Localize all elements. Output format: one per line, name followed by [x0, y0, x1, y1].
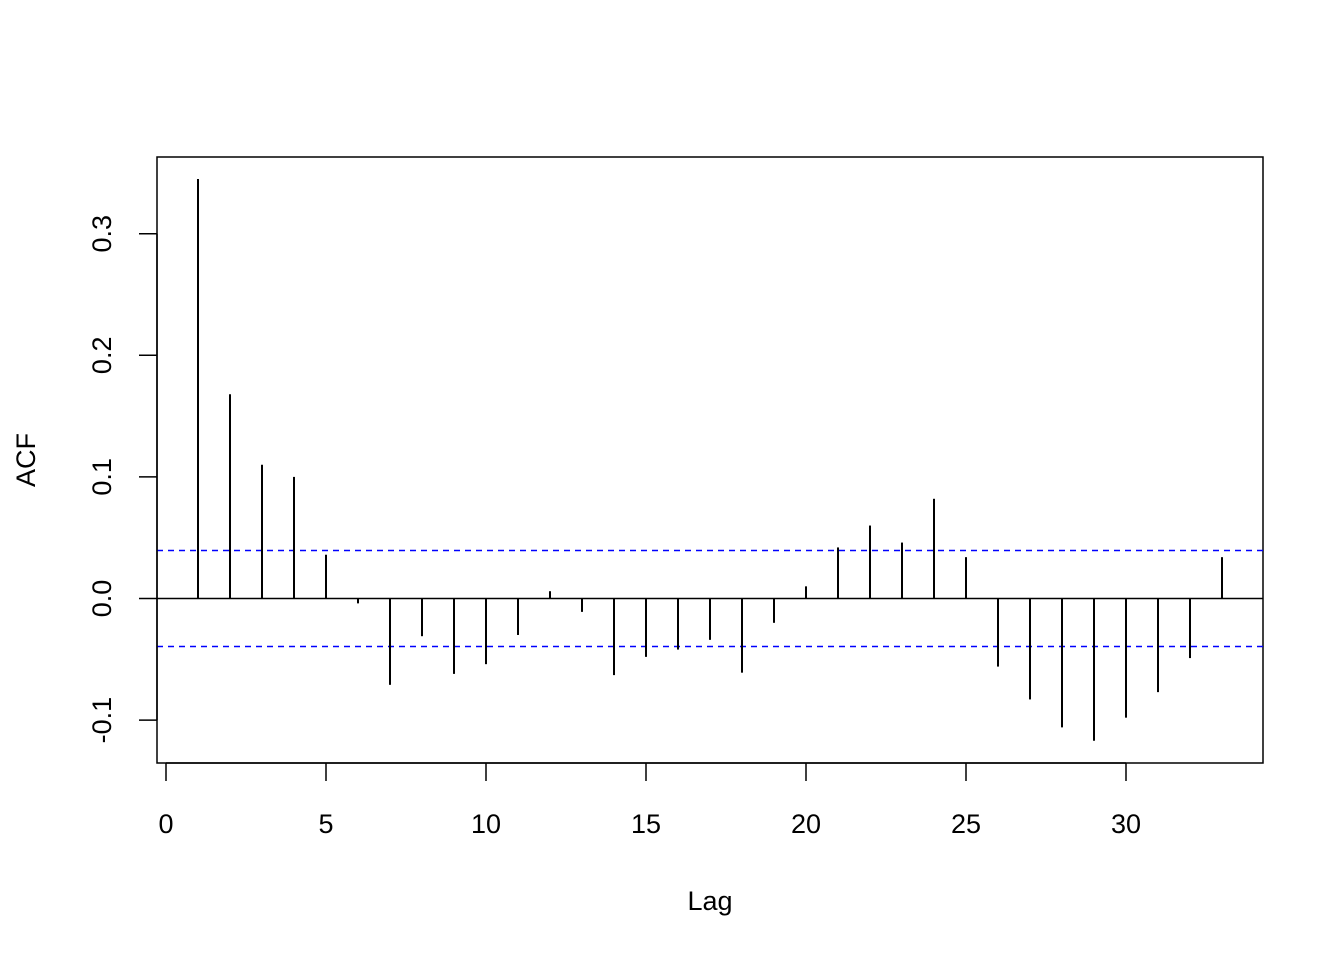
x-tick-label: 15	[631, 809, 661, 839]
confidence-bounds	[157, 549, 1263, 648]
x-tick-label: 10	[471, 809, 501, 839]
x-tick-label: 20	[791, 809, 821, 839]
y-tick-label: 0.3	[87, 215, 117, 253]
y-axis: -0.1 0.0 0.1 0.2 0.3	[87, 215, 158, 744]
y-axis-title: ACF	[11, 433, 41, 487]
x-tick-label: 30	[1111, 809, 1141, 839]
x-axis: 0 5 10 15 20 25 30	[158, 762, 1141, 839]
x-tick-label: 25	[951, 809, 981, 839]
y-tick-label: 0.1	[87, 458, 117, 496]
x-tick-label: 5	[318, 809, 333, 839]
x-tick-label: 0	[158, 809, 173, 839]
acf-bars	[197, 178, 1223, 741]
plot-frame	[156, 156, 1264, 764]
y-tick-label: 0.0	[87, 580, 117, 618]
y-tick-label: 0.2	[87, 337, 117, 375]
y-tick-label: -0.1	[87, 697, 117, 744]
x-axis-title: Lag	[687, 886, 732, 916]
